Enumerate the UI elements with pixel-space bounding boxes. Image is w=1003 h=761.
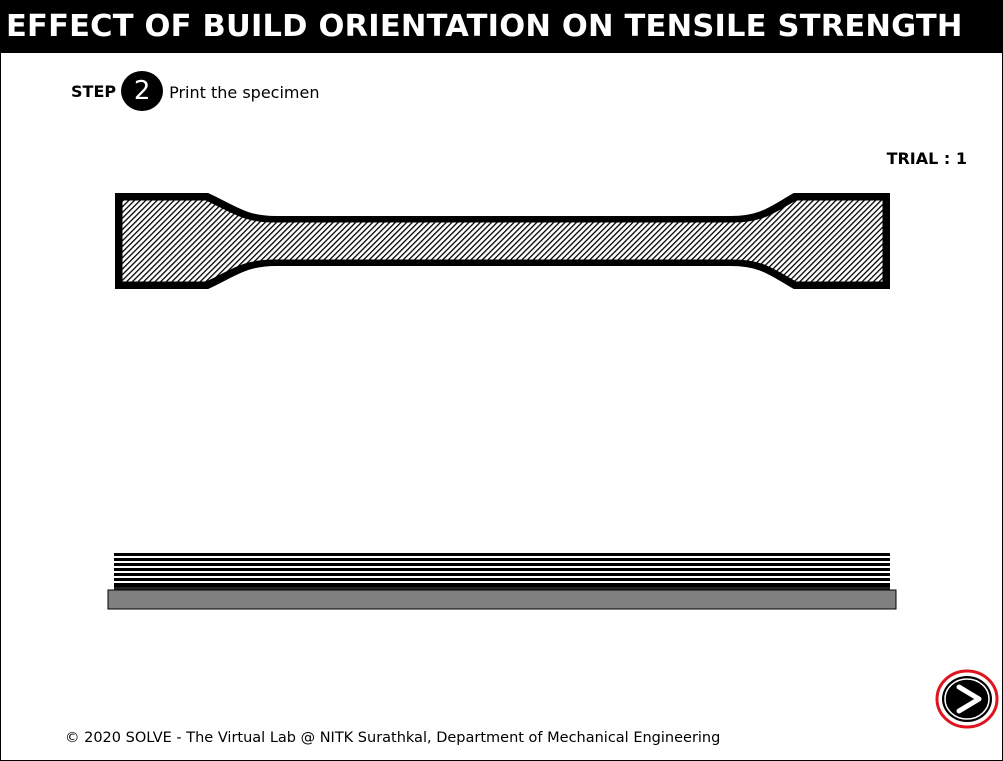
footer-copyright: © 2020 SOLVE - The Virtual Lab @ NITK Su… <box>65 730 721 746</box>
step-text: Print the specimen <box>169 82 320 102</box>
step-instruction: STEP 2 Print the specimen <box>71 71 319 111</box>
trial-counter: TRIAL : 1 <box>886 149 967 168</box>
tensile-specimen <box>115 193 890 289</box>
next-button[interactable] <box>935 669 999 729</box>
specimen-infill <box>121 199 884 283</box>
build-plate <box>107 589 897 610</box>
step-label: STEP <box>71 81 117 101</box>
page-title: EFFECT OF BUILD ORIENTATION ON TENSILE S… <box>1 1 1002 53</box>
print-bed <box>107 553 897 610</box>
printed-layers <box>114 553 890 590</box>
chevron-right-icon <box>935 669 999 729</box>
step-number-badge: 2 <box>121 71 164 111</box>
